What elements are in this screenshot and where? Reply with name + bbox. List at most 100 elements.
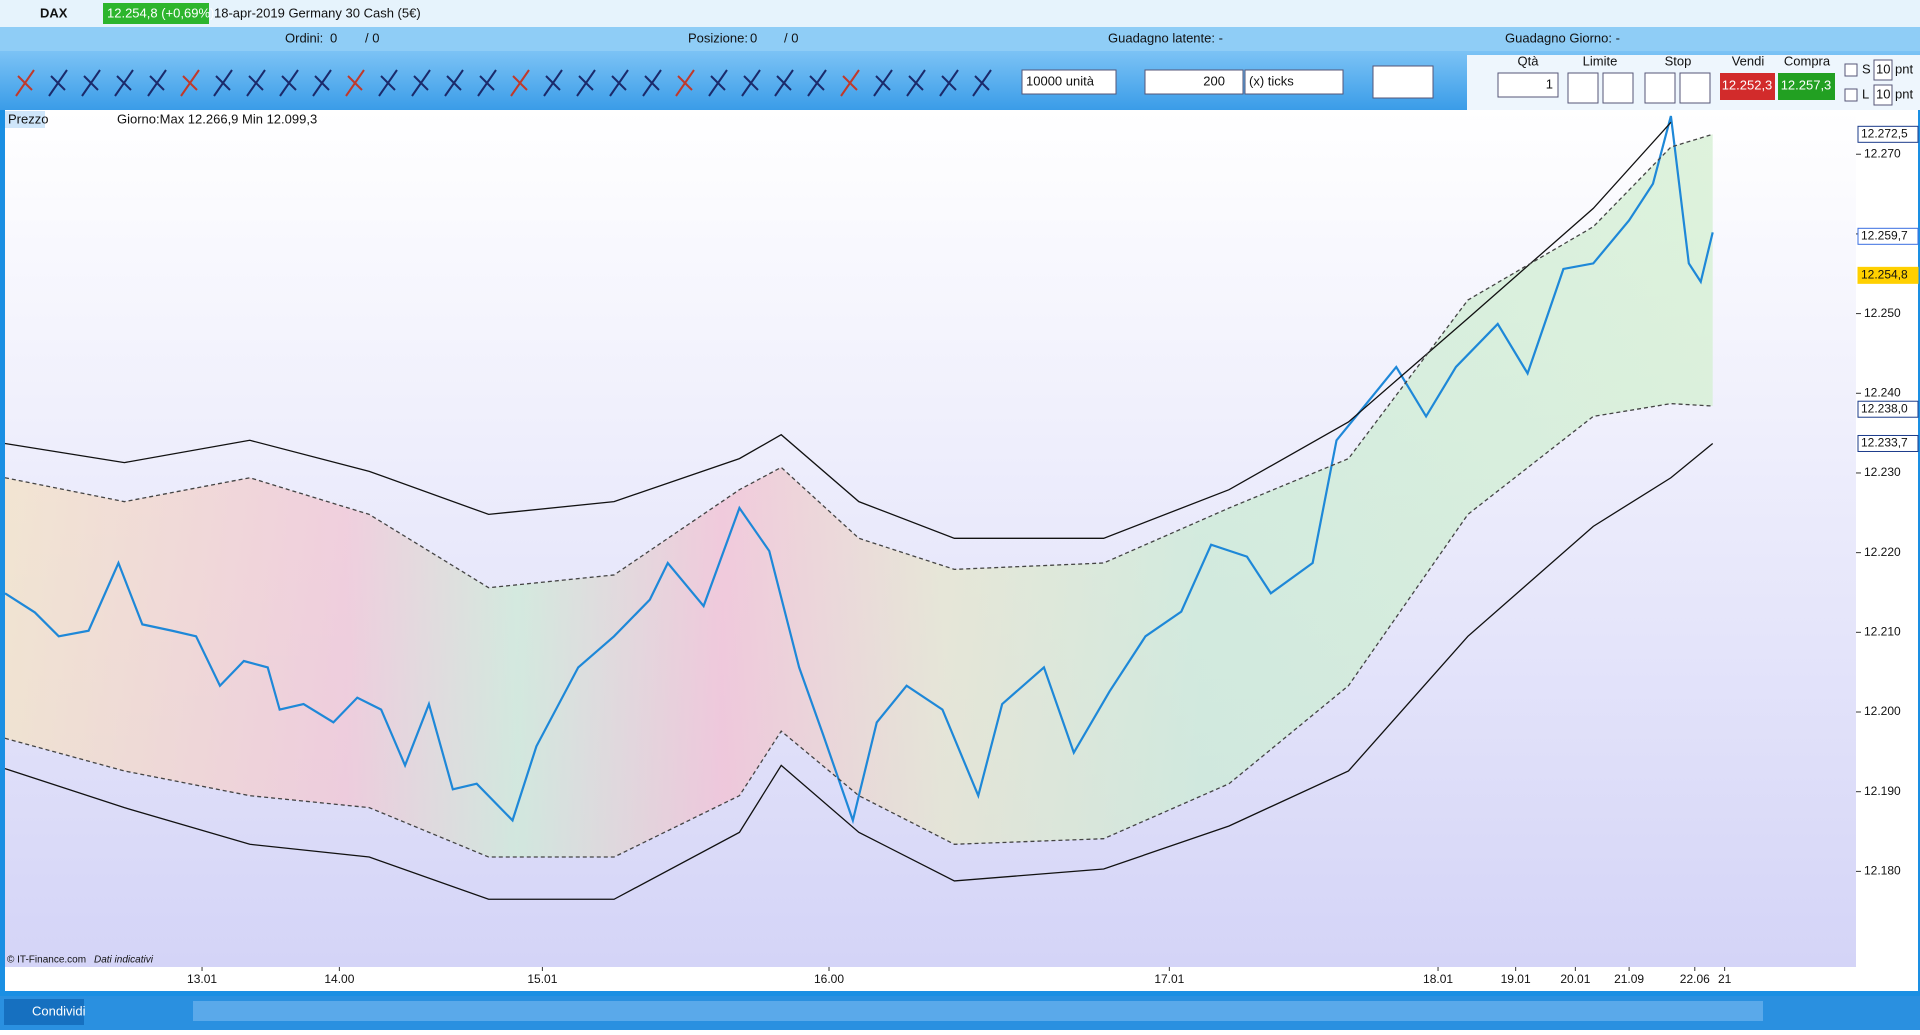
x-tick-label: 13.01 [187,972,217,986]
l-checkbox[interactable] [1844,88,1858,102]
price-label-box [1857,434,1919,452]
series-line [4,115,1714,825]
limit-sell[interactable] [1602,72,1634,104]
y-tick-label: 12.200 [1864,704,1901,718]
panel-tab[interactable] [5,111,45,128]
panel-info: Giorno:Max 12.266,9 Min 12.099,3 [117,111,317,126]
tool-icon[interactable] [279,69,299,97]
s-pnt: pnt [1895,61,1913,76]
share-button[interactable] [4,999,84,1025]
daily-gain: Guadagno Giorno: - [1505,30,1620,45]
latent-gain: Guadagno latente: - [1108,30,1223,45]
stop-sell[interactable] [1679,72,1711,104]
series-line [4,121,1672,539]
orders-total: / 0 [365,30,379,45]
title-bar [0,0,1920,27]
limit-buy[interactable] [1567,72,1599,104]
orders-value: 0 [330,30,337,45]
price-label-box [1857,227,1919,245]
tool-icon[interactable] [543,69,563,97]
drawing-tools [15,69,992,97]
x-tick-label: 17.01 [1154,972,1184,986]
buy-label: Compra [1784,53,1831,68]
price-label: 12.272,5 [1861,126,1908,140]
tool-icon[interactable] [675,69,695,97]
position-value: 0 [750,30,757,45]
tool-icon[interactable] [609,69,629,97]
tool-icon[interactable] [477,69,497,97]
tool-icon[interactable] [642,69,662,97]
buy-button[interactable] [1778,73,1835,100]
stop-buy[interactable] [1644,72,1676,104]
price-axis [1856,110,1918,967]
tool-icon[interactable] [378,69,398,97]
tool-icon[interactable] [972,69,992,97]
units-select[interactable] [1021,69,1117,95]
price-label-box [1857,125,1919,143]
s-label: S [1862,61,1871,76]
tool-icon[interactable] [81,69,101,97]
price-label: 12.259,7 [1861,228,1908,242]
s-value: 10 [1876,61,1890,76]
s-checkbox[interactable] [1844,63,1858,77]
instrument[interactable]: DAX [40,5,68,20]
status-bar [0,27,1920,51]
tool-icon[interactable] [576,69,596,97]
qty-value: 1 [1546,76,1553,91]
s-input[interactable] [1873,59,1893,81]
x-tick-label: 19.01 [1501,972,1531,986]
tool-icon[interactable] [345,69,365,97]
tool-icon[interactable] [873,69,893,97]
tool-icon[interactable] [939,69,959,97]
tool-icon[interactable] [147,69,167,97]
tool-icon[interactable] [444,69,464,97]
x-tick-label: 22.06 [1680,972,1710,986]
tool-icon[interactable] [840,69,860,97]
tool-icon[interactable] [807,69,827,97]
x-tick-label: 15.01 [527,972,557,986]
units: 10000 unità [1026,73,1095,88]
y-tick-label: 12.210 [1864,625,1901,639]
tool-icon[interactable] [510,69,530,97]
price-label: 12.254,8 [1861,268,1908,282]
tool-icon[interactable] [246,69,266,97]
band-fill [5,134,1713,858]
price-label: 12.233,7 [1861,436,1908,450]
tool-icon[interactable] [708,69,728,97]
tool-icon[interactable] [411,69,431,97]
tool-icon[interactable] [213,69,233,97]
price-label: 12.238,0 [1861,401,1908,415]
disclaimer: Dati indicativi [94,955,154,966]
ticks-input[interactable] [1144,69,1244,95]
tool-icon[interactable] [906,69,926,97]
y-tick-label: 12.230 [1864,465,1901,479]
tool-icon[interactable] [48,69,68,97]
tool-icon[interactable] [15,69,35,97]
l-input[interactable] [1873,84,1893,106]
x-tick-label: 21.09 [1614,972,1644,986]
scrollbar[interactable] [193,1001,1763,1021]
tool-icon[interactable] [312,69,332,97]
price-label-box [1857,400,1919,418]
x-tick-label: 14.00 [324,972,354,986]
y-tick-label: 12.180 [1864,864,1901,878]
orders-label: Ordini: [285,30,323,45]
sell-button[interactable] [1720,73,1775,100]
x-tick-label: 16.00 [814,972,844,986]
price-label-box [1857,266,1919,284]
price-box [103,3,209,24]
l-pnt: pnt [1895,86,1913,101]
tool-icon[interactable] [114,69,134,97]
tool-icon[interactable] [180,69,200,97]
chart-type-button[interactable] [1372,65,1434,99]
x-tick-label: 20.01 [1560,972,1590,986]
tool-icon[interactable] [774,69,794,97]
position-total: / 0 [784,30,798,45]
x-tick-label: 21 [1718,972,1732,986]
y-tick-label: 12.250 [1864,306,1901,320]
qty-input[interactable] [1497,72,1559,98]
tool-icon[interactable] [741,69,761,97]
ticks-select[interactable] [1244,69,1344,95]
stop-label: Stop [1665,53,1692,68]
y-tick-label: 12.270 [1864,146,1901,160]
